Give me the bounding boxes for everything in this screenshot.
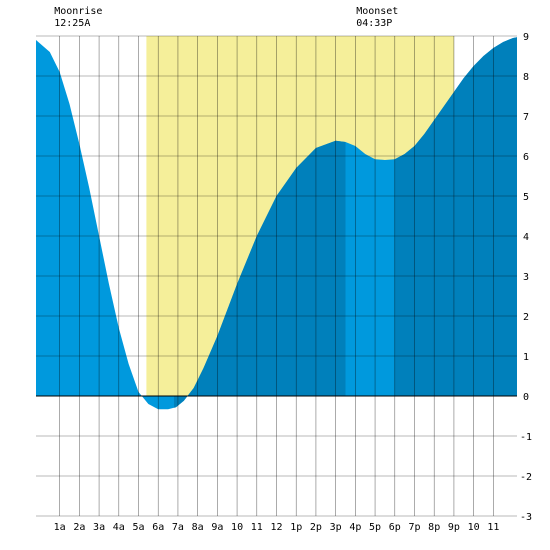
y-tick-label: 4 xyxy=(523,232,529,243)
x-tick-label: 1a xyxy=(54,522,66,533)
y-tick-label: 8 xyxy=(523,72,529,83)
x-tick-label: 8a xyxy=(192,522,204,533)
x-tick-label: 4a xyxy=(113,522,125,533)
x-tick-label: 9a xyxy=(211,522,223,533)
x-tick-label: 7p xyxy=(408,522,420,533)
y-tick-label: 2 xyxy=(523,312,529,323)
moonrise-time: 12:25A xyxy=(54,18,91,29)
x-tick-label: 3p xyxy=(330,522,342,533)
y-tick-label: 5 xyxy=(523,192,529,203)
x-tick-label: 8p xyxy=(428,522,440,533)
moonset-annotation: Moonset 04:33P xyxy=(356,6,398,30)
x-tick-label: 6p xyxy=(389,522,401,533)
grid xyxy=(36,35,517,517)
y-tick-label: 6 xyxy=(523,152,529,163)
y-tick-label: 3 xyxy=(523,272,529,283)
x-tick-label: 10 xyxy=(468,522,480,533)
moonset-label: Moonset xyxy=(356,6,399,17)
y-axis-ticks: -3 -2 -1 0 1 2 3 4 5 6 7 8 9 xyxy=(520,32,532,523)
x-tick-label: 2p xyxy=(310,522,322,533)
x-tick-label: 12 xyxy=(270,522,282,533)
x-tick-label: 4p xyxy=(349,522,361,533)
y-tick-label: -3 xyxy=(520,512,532,523)
x-tick-label: 10 xyxy=(231,522,243,533)
x-tick-label: 3a xyxy=(93,522,105,533)
y-tick-label: -2 xyxy=(520,472,532,483)
x-tick-label: 7a xyxy=(172,522,184,533)
y-tick-label: 1 xyxy=(523,352,529,363)
x-tick-label: 2a xyxy=(73,522,85,533)
x-axis-ticks: 1a 2a 3a 4a 5a 6a 7a 8a 9a 10 11 12 1p 2p 3p 4p 5p 6p 7p 8p… xyxy=(54,522,500,533)
x-tick-label: 5p xyxy=(369,522,381,533)
x-tick-label: 1p xyxy=(290,522,302,533)
x-tick-label: 9p xyxy=(448,522,460,533)
x-tick-label: 11 xyxy=(251,522,263,533)
moonrise-label: Moonrise xyxy=(54,6,103,17)
y-tick-label: 7 xyxy=(523,112,529,123)
moonset-time: 04:33P xyxy=(356,18,393,29)
y-tick-label: 0 xyxy=(523,392,529,403)
y-tick-label: 9 xyxy=(523,32,529,43)
moonrise-annotation: Moonrise 12:25A xyxy=(54,6,102,30)
y-tick-label: -1 xyxy=(520,432,532,443)
x-tick-label: 11 xyxy=(487,522,499,533)
x-tick-label: 5a xyxy=(132,522,144,533)
x-tick-label: 6a xyxy=(152,522,164,533)
